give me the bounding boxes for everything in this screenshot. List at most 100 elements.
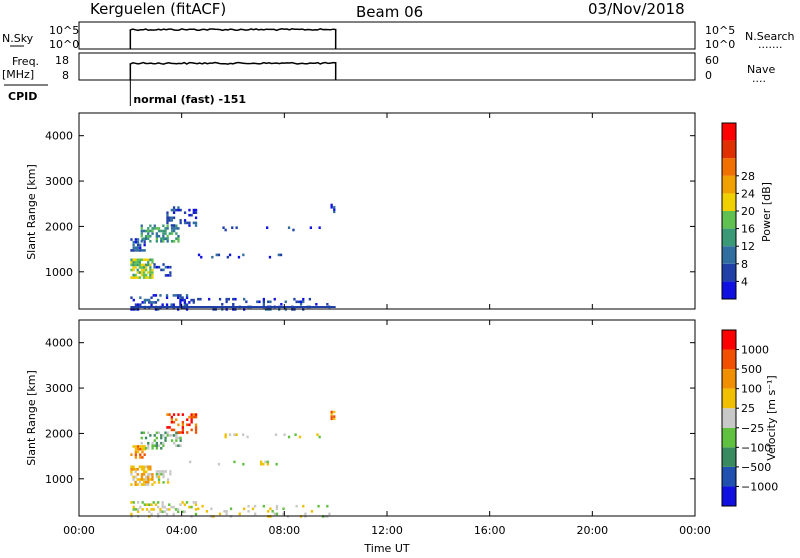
range-cell <box>138 263 141 267</box>
range-cell <box>170 216 173 220</box>
range-cell <box>152 501 155 504</box>
range-cell <box>151 227 154 230</box>
freq-strip: Freq. [MHz] 18 8 60 0 Nave .... <box>2 52 775 85</box>
range-cell <box>266 226 269 229</box>
range-cell <box>271 510 274 513</box>
range-cell <box>141 447 144 451</box>
range-cell <box>170 229 174 233</box>
colorbar-tick-label: 24 <box>741 187 755 200</box>
range-cell <box>139 249 142 252</box>
range-cell <box>140 478 144 481</box>
range-cell <box>164 431 167 435</box>
range-cell <box>140 475 144 479</box>
range-cell <box>160 229 163 233</box>
range-cell <box>170 232 174 235</box>
range-cell <box>173 441 176 445</box>
range-cell <box>190 413 193 416</box>
range-cell <box>150 512 153 516</box>
range-cell <box>141 456 144 459</box>
range-cell <box>149 271 152 274</box>
range-cell <box>141 508 144 511</box>
range-cell <box>141 249 144 252</box>
range-cell <box>151 447 154 450</box>
range-cell <box>149 240 152 243</box>
range-cell <box>233 460 236 464</box>
range-cell <box>149 478 152 481</box>
range-cell <box>142 271 146 274</box>
range-cell <box>134 468 137 471</box>
range-cell <box>168 413 171 416</box>
range-cell <box>224 228 227 232</box>
range-cell <box>157 472 161 476</box>
range-cell <box>186 431 189 434</box>
range-cell <box>145 276 148 279</box>
range-cell <box>192 211 195 214</box>
range-cell <box>166 224 169 228</box>
range-cell <box>144 234 148 238</box>
range-cell <box>134 276 137 279</box>
range-cell <box>162 240 165 243</box>
range-cell <box>134 447 137 451</box>
range-cell <box>162 268 165 272</box>
range-cell <box>177 510 180 513</box>
range-cell <box>142 263 146 267</box>
range-cell <box>162 481 165 484</box>
range-cell <box>235 433 238 436</box>
range-cell <box>256 300 259 304</box>
range-cell <box>164 274 167 277</box>
range-cell <box>318 226 321 229</box>
range-cell <box>134 483 137 486</box>
range-cell <box>266 460 269 464</box>
range-cell <box>235 226 238 229</box>
range-cell <box>277 253 280 257</box>
range-cell <box>185 294 189 297</box>
range-cell <box>168 508 171 511</box>
range-cell <box>165 294 169 297</box>
freq-label-top: Freq. <box>12 55 39 68</box>
range-cell <box>136 473 139 476</box>
range-cell <box>172 420 176 424</box>
range-cell <box>142 266 146 269</box>
range-cell <box>140 234 143 238</box>
range-cell <box>162 470 165 473</box>
range-cell <box>266 462 269 466</box>
range-cell <box>147 441 150 445</box>
range-cell <box>186 423 189 427</box>
range-cell <box>189 460 192 464</box>
range-cell <box>161 303 164 306</box>
range-cell <box>160 434 163 437</box>
range-cell <box>139 296 142 299</box>
range-cell <box>188 423 191 427</box>
range-cell <box>140 232 143 235</box>
range-cell <box>166 213 169 217</box>
range-cell <box>130 512 133 516</box>
range-cell <box>330 413 333 416</box>
colorbar-tick-label: 500 <box>741 363 762 376</box>
range-cell <box>130 238 133 241</box>
range-cell <box>142 470 146 474</box>
range-cell <box>153 434 156 437</box>
range-cell <box>142 237 146 240</box>
range-cell <box>155 431 158 435</box>
range-cell <box>153 263 156 266</box>
range-cell <box>140 273 144 277</box>
range-cell <box>139 505 142 509</box>
range-cell <box>173 229 176 233</box>
range-cell <box>134 240 137 244</box>
range-cell <box>134 246 137 249</box>
range-cell <box>179 221 182 225</box>
range-cell <box>170 224 173 227</box>
nsearch-dots: ....... <box>758 38 782 51</box>
range-cell <box>168 426 171 429</box>
range-cell <box>136 447 140 451</box>
y-tick-label: 1000 <box>45 473 73 486</box>
range-cell <box>164 439 167 442</box>
range-cell <box>229 507 233 511</box>
range-cell <box>215 253 218 257</box>
range-cell <box>136 240 140 244</box>
range-cell <box>179 294 182 297</box>
range-cell <box>152 508 155 511</box>
range-cell <box>243 507 246 511</box>
velocity-panel: 1000 2000 3000 4000 00:00 04:00 08:00 12:00 16:… <box>25 319 778 555</box>
range-cell <box>177 436 180 440</box>
